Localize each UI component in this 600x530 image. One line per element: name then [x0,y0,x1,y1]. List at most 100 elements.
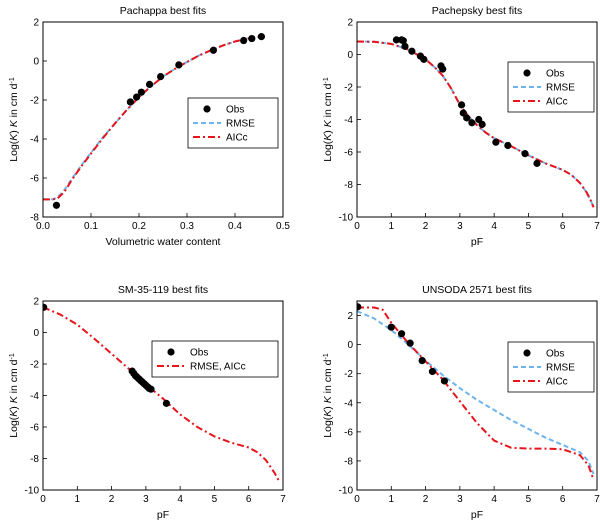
plot-area [43,33,265,209]
y-tick-label: 2 [33,297,39,308]
y-tick-label: 0 [33,57,39,68]
obs-point [240,36,248,45]
x-tick-label: 3 [457,221,463,232]
obs-point [157,73,165,81]
y-tick-label: -4 [30,391,39,402]
y-tick-label: 0 [347,50,353,61]
legend: Obs RMSE AICc [507,61,595,113]
obs-point [52,201,61,209]
y-tick-label: -8 [30,213,39,224]
obs-point [504,141,512,150]
y-axis-label-part: -1 [9,77,16,83]
obs-point [463,114,471,122]
obs-point [145,80,154,88]
x-axis-label: pF [471,509,483,521]
obs-point [133,93,141,101]
obs-point [397,330,406,338]
x-tick-label: 6 [560,494,566,505]
y-axis-label-part: K [8,119,20,127]
obs-point [137,88,145,96]
series-line-aicc [357,306,595,481]
plot-area [357,36,595,208]
x-tick-label: 3 [457,494,463,505]
obs-point [408,47,416,55]
x-tick-label: 4 [177,494,183,505]
plot-area [357,303,595,481]
x-tick-label: 5 [526,494,532,505]
x-tick-label: 0 [354,221,360,232]
x-tick-label: 7 [594,221,600,232]
y-axis-label-part: ) [8,127,20,133]
y-tick-label: 0 [33,328,39,339]
y-axis-label-part: in cm d [8,359,20,396]
x-tick-label: 0 [354,494,360,505]
x-tick-label: 5 [212,494,218,505]
x-tick-label: 5 [526,221,532,232]
y-axis-label: Log(K) K in cm d-1 [8,77,20,162]
y-axis-label-part: -1 [323,353,330,359]
x-tick-label: 0.5 [276,221,290,232]
obs-point [440,377,449,385]
y-tick-label: -4 [344,398,353,409]
legend-label: RMSE [546,363,575,374]
x-tick-label: 0.0 [36,221,50,232]
legend-box [151,340,279,378]
y-axis-label-part: ) [8,403,20,409]
legend: Obs RMSE AICc [507,341,595,393]
y-axis-label-part: K [322,119,334,127]
y-tick-label: -2 [30,360,39,371]
obs-point [457,101,466,109]
y-axis-label: Log(K) K in cm d-1 [8,353,20,438]
x-axis-label: pF [157,509,169,521]
obs-point [439,65,447,73]
y-tick-label: -10 [339,486,354,497]
x-tick-label: 0.4 [228,221,242,232]
y-tick-label: -8 [344,456,353,467]
y-tick-label: -6 [30,423,39,434]
y-axis-label-part: K [8,133,20,141]
y-axis-label-part: Log( [8,416,20,438]
series-line-rmse-aicc [43,306,281,483]
obs-point [401,42,409,50]
obs-point [392,36,401,44]
x-tick-label: 7 [594,494,600,505]
obs-point [418,357,426,365]
x-tick-label: 1 [75,494,81,505]
obs-point [533,159,541,167]
legend-label: Obs [546,349,564,360]
obs-point [387,323,395,331]
y-tick-label: -10 [25,486,40,497]
x-tick-label: 0 [40,494,46,505]
chart-2: Pachepsky best fits 0 1 2 3 4 5 6 7 -10 -8 -6 -4 -2 0 2… [322,5,600,248]
chart-title: UNSODA 2571 best fits [422,284,532,296]
x-axis-label: pF [471,236,483,248]
obs-point [357,303,362,311]
obs-point [248,34,256,43]
y-tick-label: -4 [30,135,39,146]
y-tick-label: -6 [30,174,39,185]
obs-point [399,37,407,45]
chart-title: Pachappa best fits [120,5,206,17]
y-axis-label-part: in cm d [8,83,20,120]
x-tick-label: 6 [246,494,252,505]
chart-title: Pachepsky best fits [432,5,522,17]
legend-label: Obs [226,105,244,116]
x-tick-label: 2 [423,221,429,232]
y-axis-label-part: K [8,395,20,403]
x-tick-label: 3 [143,494,149,505]
obs-point [126,98,134,106]
obs-point [175,61,183,69]
y-tick-label: -8 [344,180,353,191]
chart-1: Pachappa best fits 0.0 0.1 0.2 0.3 0.4 0.5 -8 -6… [8,5,290,248]
y-axis-label-part: K [322,395,334,403]
plot-frame [42,21,284,218]
obs-point [492,138,500,146]
series-line-rmse [357,40,595,208]
chart-3: SM-35-119 best fits 0 1 2 3 4 5 6 7 -10 -8 -6 -4 -2 0 2… [8,284,286,521]
y-tick-label: -2 [344,369,353,380]
y-tick-label: 2 [347,311,353,322]
legend-marker-obs [203,105,211,113]
y-tick-label: -2 [344,83,353,94]
